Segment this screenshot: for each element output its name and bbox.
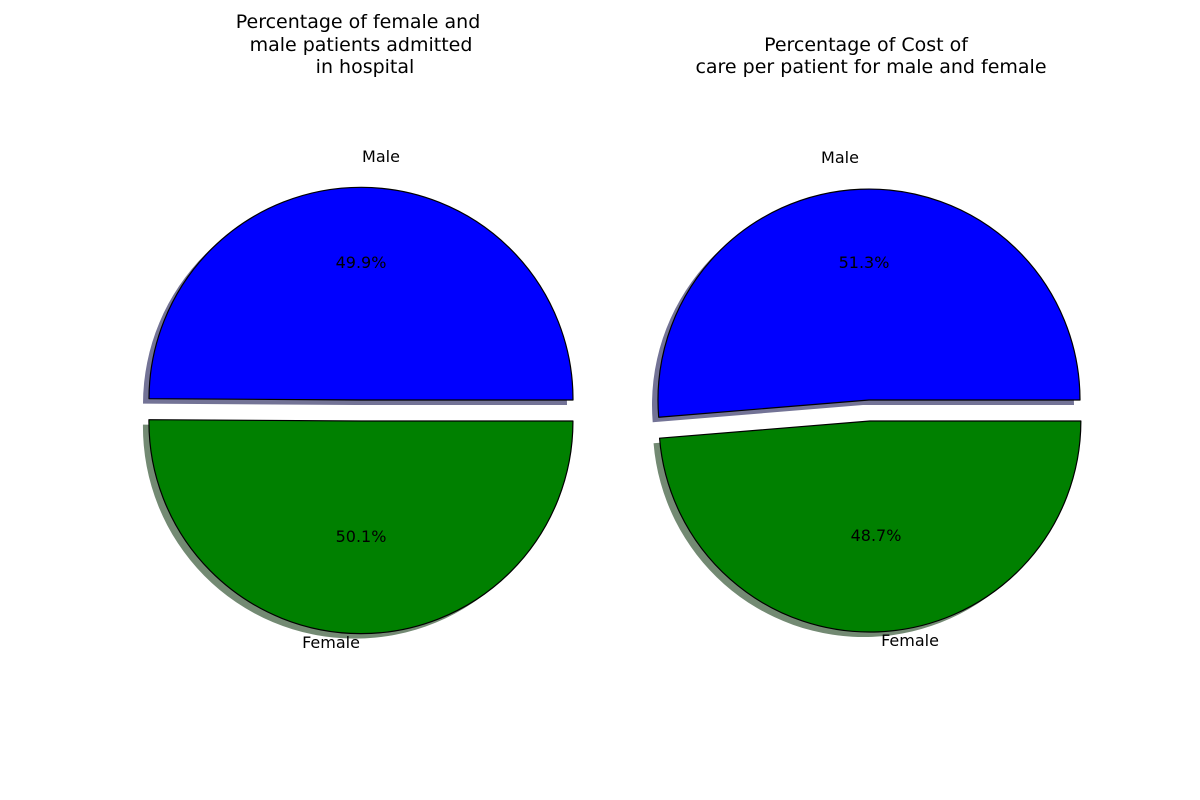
chart-title-line-2: male patients admitted [250, 34, 473, 56]
pie-slice-male [148, 186, 574, 401]
chart-title-line-3: in hospital [316, 56, 415, 78]
slice-label-female: Female [302, 633, 360, 652]
pie-chart-cost-of-care: Percentage of Cost of care per patient f… [651, 34, 1082, 650]
pie-chart-patients-admitted: Percentage of female and male patients a… [142, 11, 574, 652]
pie-slice-female [148, 419, 574, 635]
slice-labels: Male Female 51.3% 48.7% [821, 148, 939, 650]
percent-label-female: 50.1% [336, 527, 387, 546]
percent-label-female: 48.7% [851, 526, 902, 545]
slice-label-male: Male [362, 147, 400, 166]
pie-slice-male [657, 188, 1081, 418]
chart-title-line-2: care per patient for male and female [695, 56, 1046, 78]
percent-label-male: 49.9% [336, 253, 387, 272]
percent-label-male: 51.3% [839, 253, 890, 272]
chart-title-line-1: Percentage of Cost of [764, 34, 969, 56]
slices [148, 186, 574, 635]
slice-label-female: Female [881, 631, 939, 650]
slices [657, 188, 1082, 633]
slice-label-male: Male [821, 148, 859, 167]
chart-title-line-1: Percentage of female and [236, 11, 481, 33]
slice-labels: Male Female 49.9% 50.1% [302, 147, 400, 652]
pie-slice-female [658, 420, 1082, 633]
